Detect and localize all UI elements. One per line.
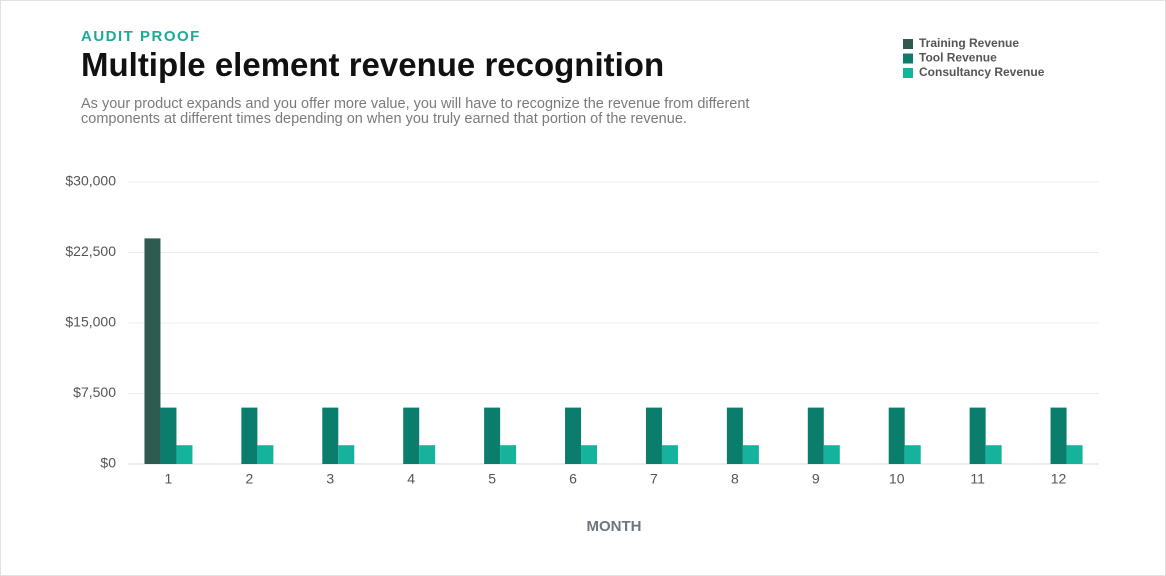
bar [969, 407, 986, 464]
bar [645, 407, 662, 464]
x-tick-label: 12 [1051, 471, 1067, 487]
bar [726, 407, 743, 464]
y-tick-label: $30,000 [65, 173, 116, 189]
legend-label: Consultancy Revenue [919, 65, 1045, 79]
bar [904, 445, 921, 464]
x-axis-label: MONTH [587, 518, 642, 535]
bar [888, 407, 905, 464]
legend-swatch [903, 68, 913, 78]
bar [581, 445, 598, 464]
x-tick-label: 3 [326, 471, 334, 487]
chart-title: Multiple element revenue recognition [81, 46, 665, 83]
y-tick-label: $22,500 [65, 243, 116, 259]
legend-swatch [903, 53, 913, 64]
x-tick-label: 1 [165, 471, 173, 487]
bar [500, 445, 517, 464]
bar [257, 445, 274, 464]
x-tick-label: 8 [731, 471, 739, 487]
bar [1066, 445, 1083, 464]
y-tick-label: $15,000 [65, 314, 116, 330]
x-tick-label: 10 [889, 471, 905, 487]
bar [1050, 407, 1067, 464]
x-tick-label: 9 [812, 471, 820, 487]
y-tick-label: $7,500 [73, 384, 116, 400]
bar [241, 407, 258, 464]
y-tick-label: $0 [100, 455, 116, 471]
x-tick-label: 11 [970, 471, 985, 487]
kicker: AUDIT PROOF [81, 28, 201, 45]
bar [742, 445, 759, 464]
bar [176, 445, 193, 464]
bar [484, 407, 501, 464]
bar [661, 445, 678, 464]
x-tick-label: 6 [569, 471, 577, 487]
chart-subtitle: As your product expands and you offer mo… [81, 96, 750, 127]
x-tick-label: 4 [407, 471, 415, 487]
bar [403, 407, 420, 464]
legend-label: Tool Revenue [919, 51, 997, 65]
x-tick-label: 5 [488, 471, 496, 487]
legend-swatch [903, 39, 913, 49]
bar [565, 407, 582, 464]
bar [322, 407, 339, 464]
bar [419, 445, 436, 464]
x-tick-label: 2 [245, 471, 253, 487]
bar [985, 445, 1002, 464]
bar [338, 445, 355, 464]
x-tick-label: 7 [650, 471, 658, 487]
bar [160, 407, 177, 464]
bar [823, 445, 840, 464]
bar [807, 407, 824, 464]
bar [144, 238, 161, 464]
legend-label: Training Revenue [919, 36, 1019, 50]
